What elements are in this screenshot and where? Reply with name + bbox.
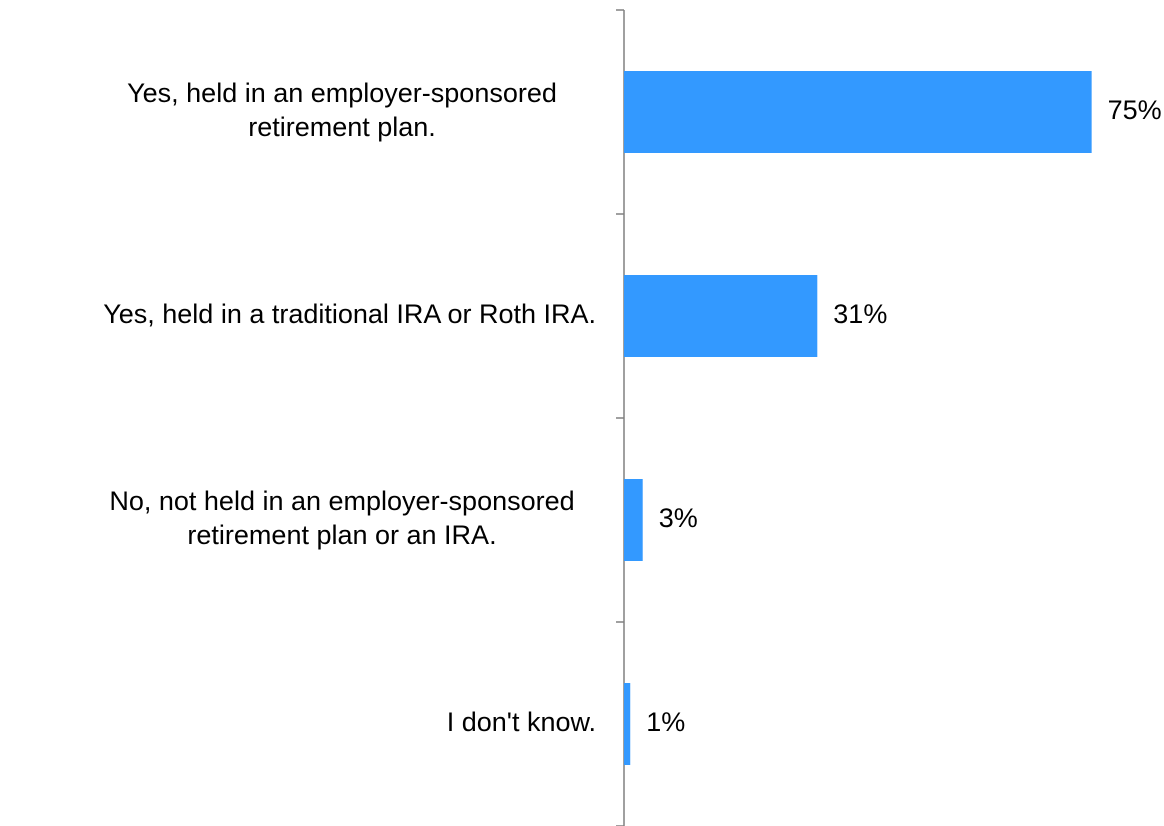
value-label: 31% <box>833 299 887 329</box>
category-label: Yes, held in an employer-sponsored retire… <box>127 78 557 142</box>
category-labels: Yes, held in an employer-sponsored retire… <box>103 78 596 737</box>
category-axis <box>616 9 625 826</box>
category-label: Yes, held in a traditional IRA or Roth I… <box>103 299 596 329</box>
bars <box>624 71 1092 765</box>
value-label: 75% <box>1108 95 1162 125</box>
bar <box>624 71 1092 153</box>
bar <box>624 275 818 357</box>
category-label: I don't know. <box>447 707 596 737</box>
value-labels: 75% 31% 3% 1% <box>646 95 1161 737</box>
bar <box>624 479 643 561</box>
bar <box>624 683 631 765</box>
value-label: 1% <box>646 707 685 737</box>
value-label: 3% <box>659 503 698 533</box>
category-label: No, not held in an employer-sponsored ret… <box>109 486 574 550</box>
